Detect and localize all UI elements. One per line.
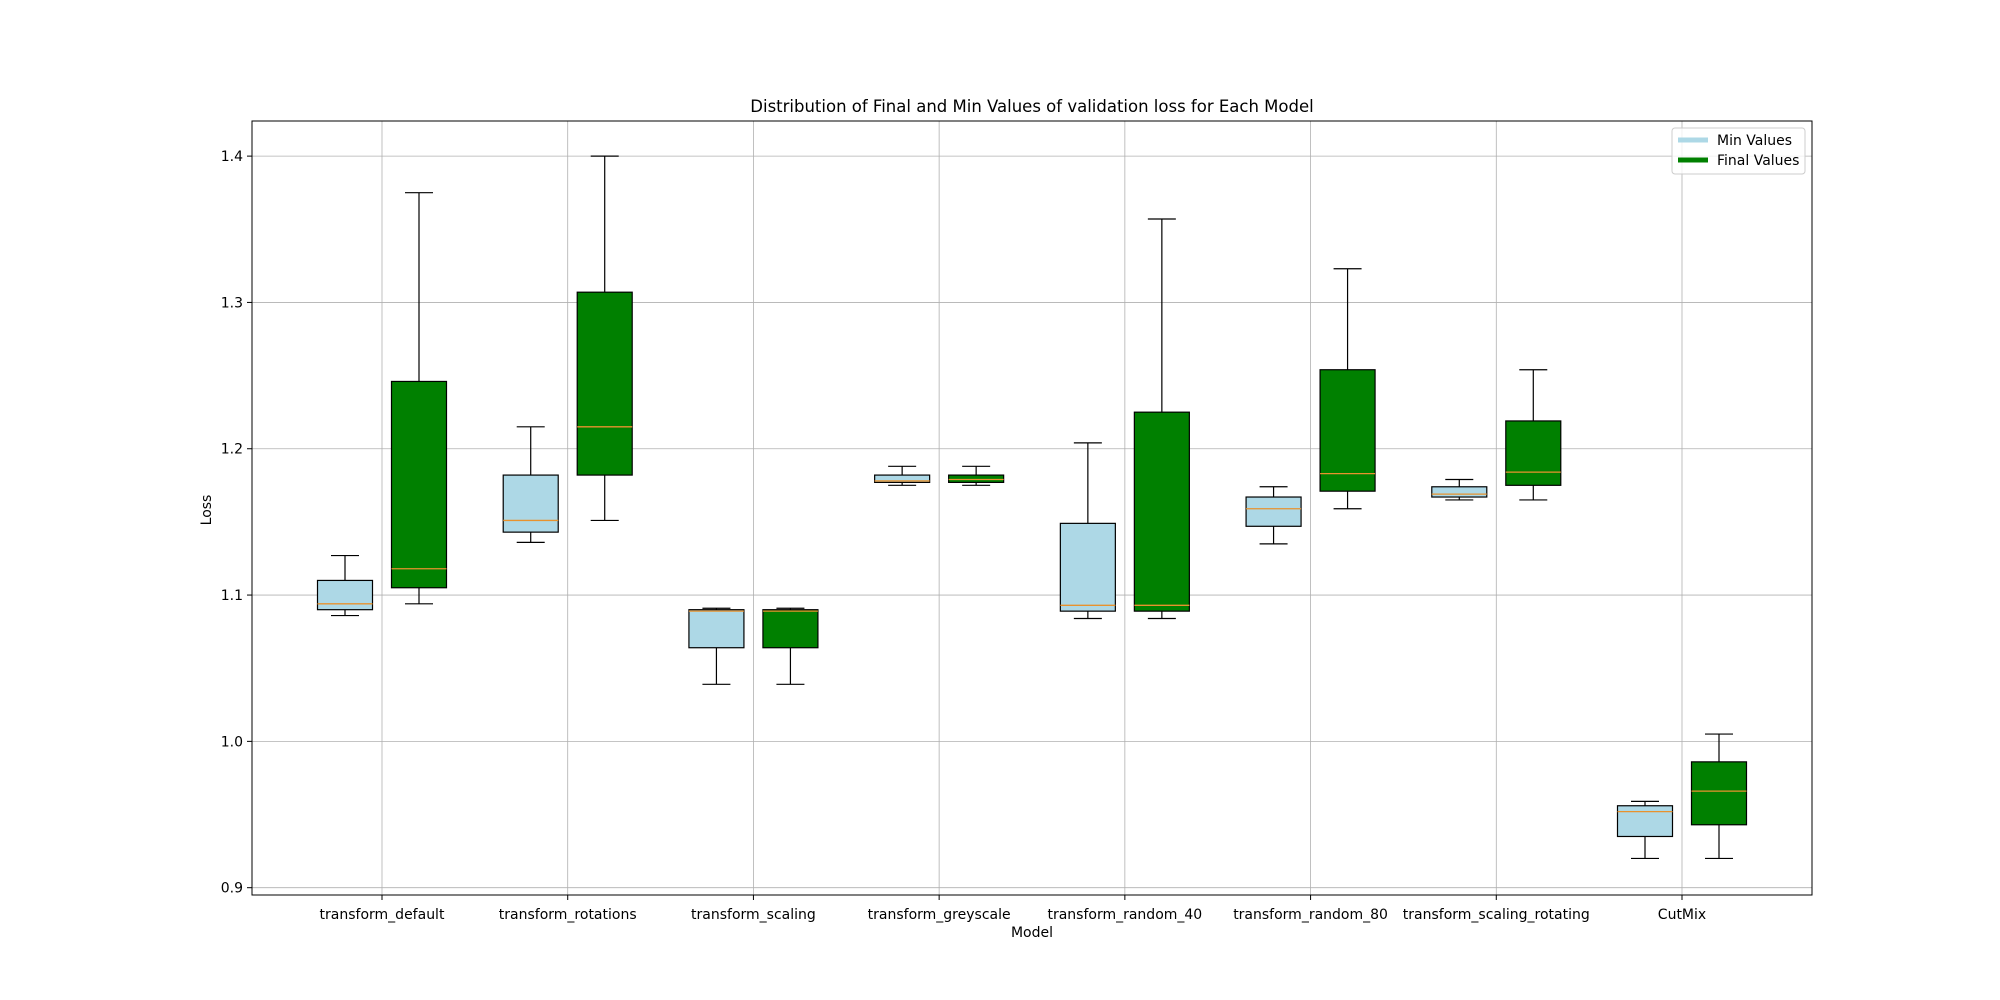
box-body [576,291,633,476]
legend-label-min-values: Min Values [1717,133,1792,149]
box-body [948,474,1005,483]
box-final-values [576,155,633,522]
legend-label-final-values: Final Values [1717,153,1799,169]
box-body [316,579,374,611]
box-body [688,609,745,649]
box-final-values [390,192,448,605]
box-body [1245,496,1302,527]
box-min-values [1245,486,1302,545]
box-body [390,380,448,589]
x-tick-label: transform_random_40 [1047,907,1202,923]
x-tick-label: transform_scaling [691,907,816,923]
x-tick-label: transform_random_80 [1233,907,1388,923]
box-body [1616,805,1674,838]
x-tick-label: transform_rotations [499,907,637,923]
box-min-values [874,465,931,486]
y-tick-label: 1.4 [221,149,243,165]
chart-title: Distribution of Final and Min Values of … [750,97,1313,116]
legend: Min Values Final Values [1671,127,1806,175]
box-body [1059,522,1116,612]
x-tick-label: CutMix [1658,907,1706,923]
y-tick-label: 1.0 [221,734,243,750]
box-final-values [762,607,819,685]
box-final-values [948,465,1005,486]
box-body [762,609,819,649]
box-final-values [1505,369,1562,501]
grid-lines [252,121,1812,895]
box-final-values [1690,733,1748,860]
y-tick-label: 1.3 [221,295,243,311]
x-tick-label: transform_default [320,907,445,923]
box-body [1690,761,1748,826]
box-body [1505,420,1562,486]
x-axis-label: Model [1011,925,1053,941]
y-tick-label: 1.2 [221,442,243,458]
box-min-values [316,554,374,617]
box-body [502,474,559,533]
plot-area-frame [251,120,1813,896]
x-tick-label: transform_greyscale [868,907,1011,923]
box-min-values [688,607,745,685]
box-min-values [502,426,559,543]
box-body [874,474,931,483]
box-min-values [1431,478,1488,501]
box-final-values [1133,218,1190,620]
y-tick-label: 0.9 [221,881,243,897]
box-min-values [1059,442,1116,620]
x-tick-label: transform_scaling_rotating [1403,907,1590,923]
box-min-values [1616,800,1674,860]
box-series [316,155,1748,860]
axis-ticks: 0.9 1.0 1.1 1.2 1.3 1.4 transform_default trans… [221,149,1706,923]
y-axis-label: Loss [199,495,215,526]
box-body [1133,411,1190,612]
box-body [1431,486,1488,498]
box-final-values [1319,268,1376,510]
box-body [1319,369,1376,492]
y-tick-label: 1.1 [221,588,243,604]
